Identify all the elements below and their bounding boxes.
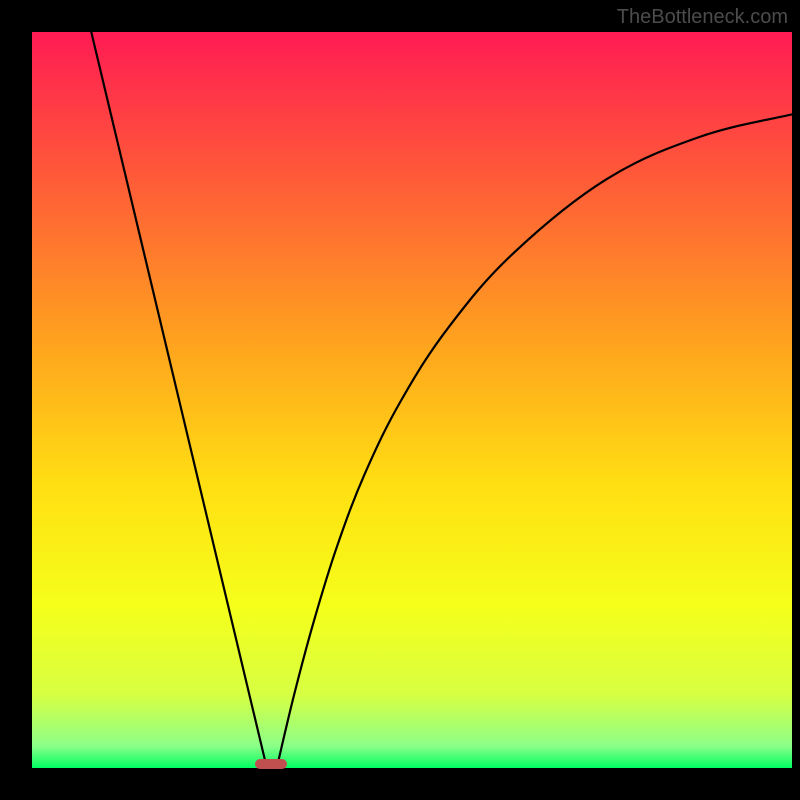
curves-layer	[32, 32, 792, 768]
plot-area	[32, 32, 792, 768]
valley-marker	[255, 759, 287, 769]
left-curve	[91, 32, 267, 768]
outer-frame: TheBottleneck.com	[0, 0, 800, 800]
right-curve	[277, 114, 792, 768]
watermark-text: TheBottleneck.com	[617, 6, 788, 29]
